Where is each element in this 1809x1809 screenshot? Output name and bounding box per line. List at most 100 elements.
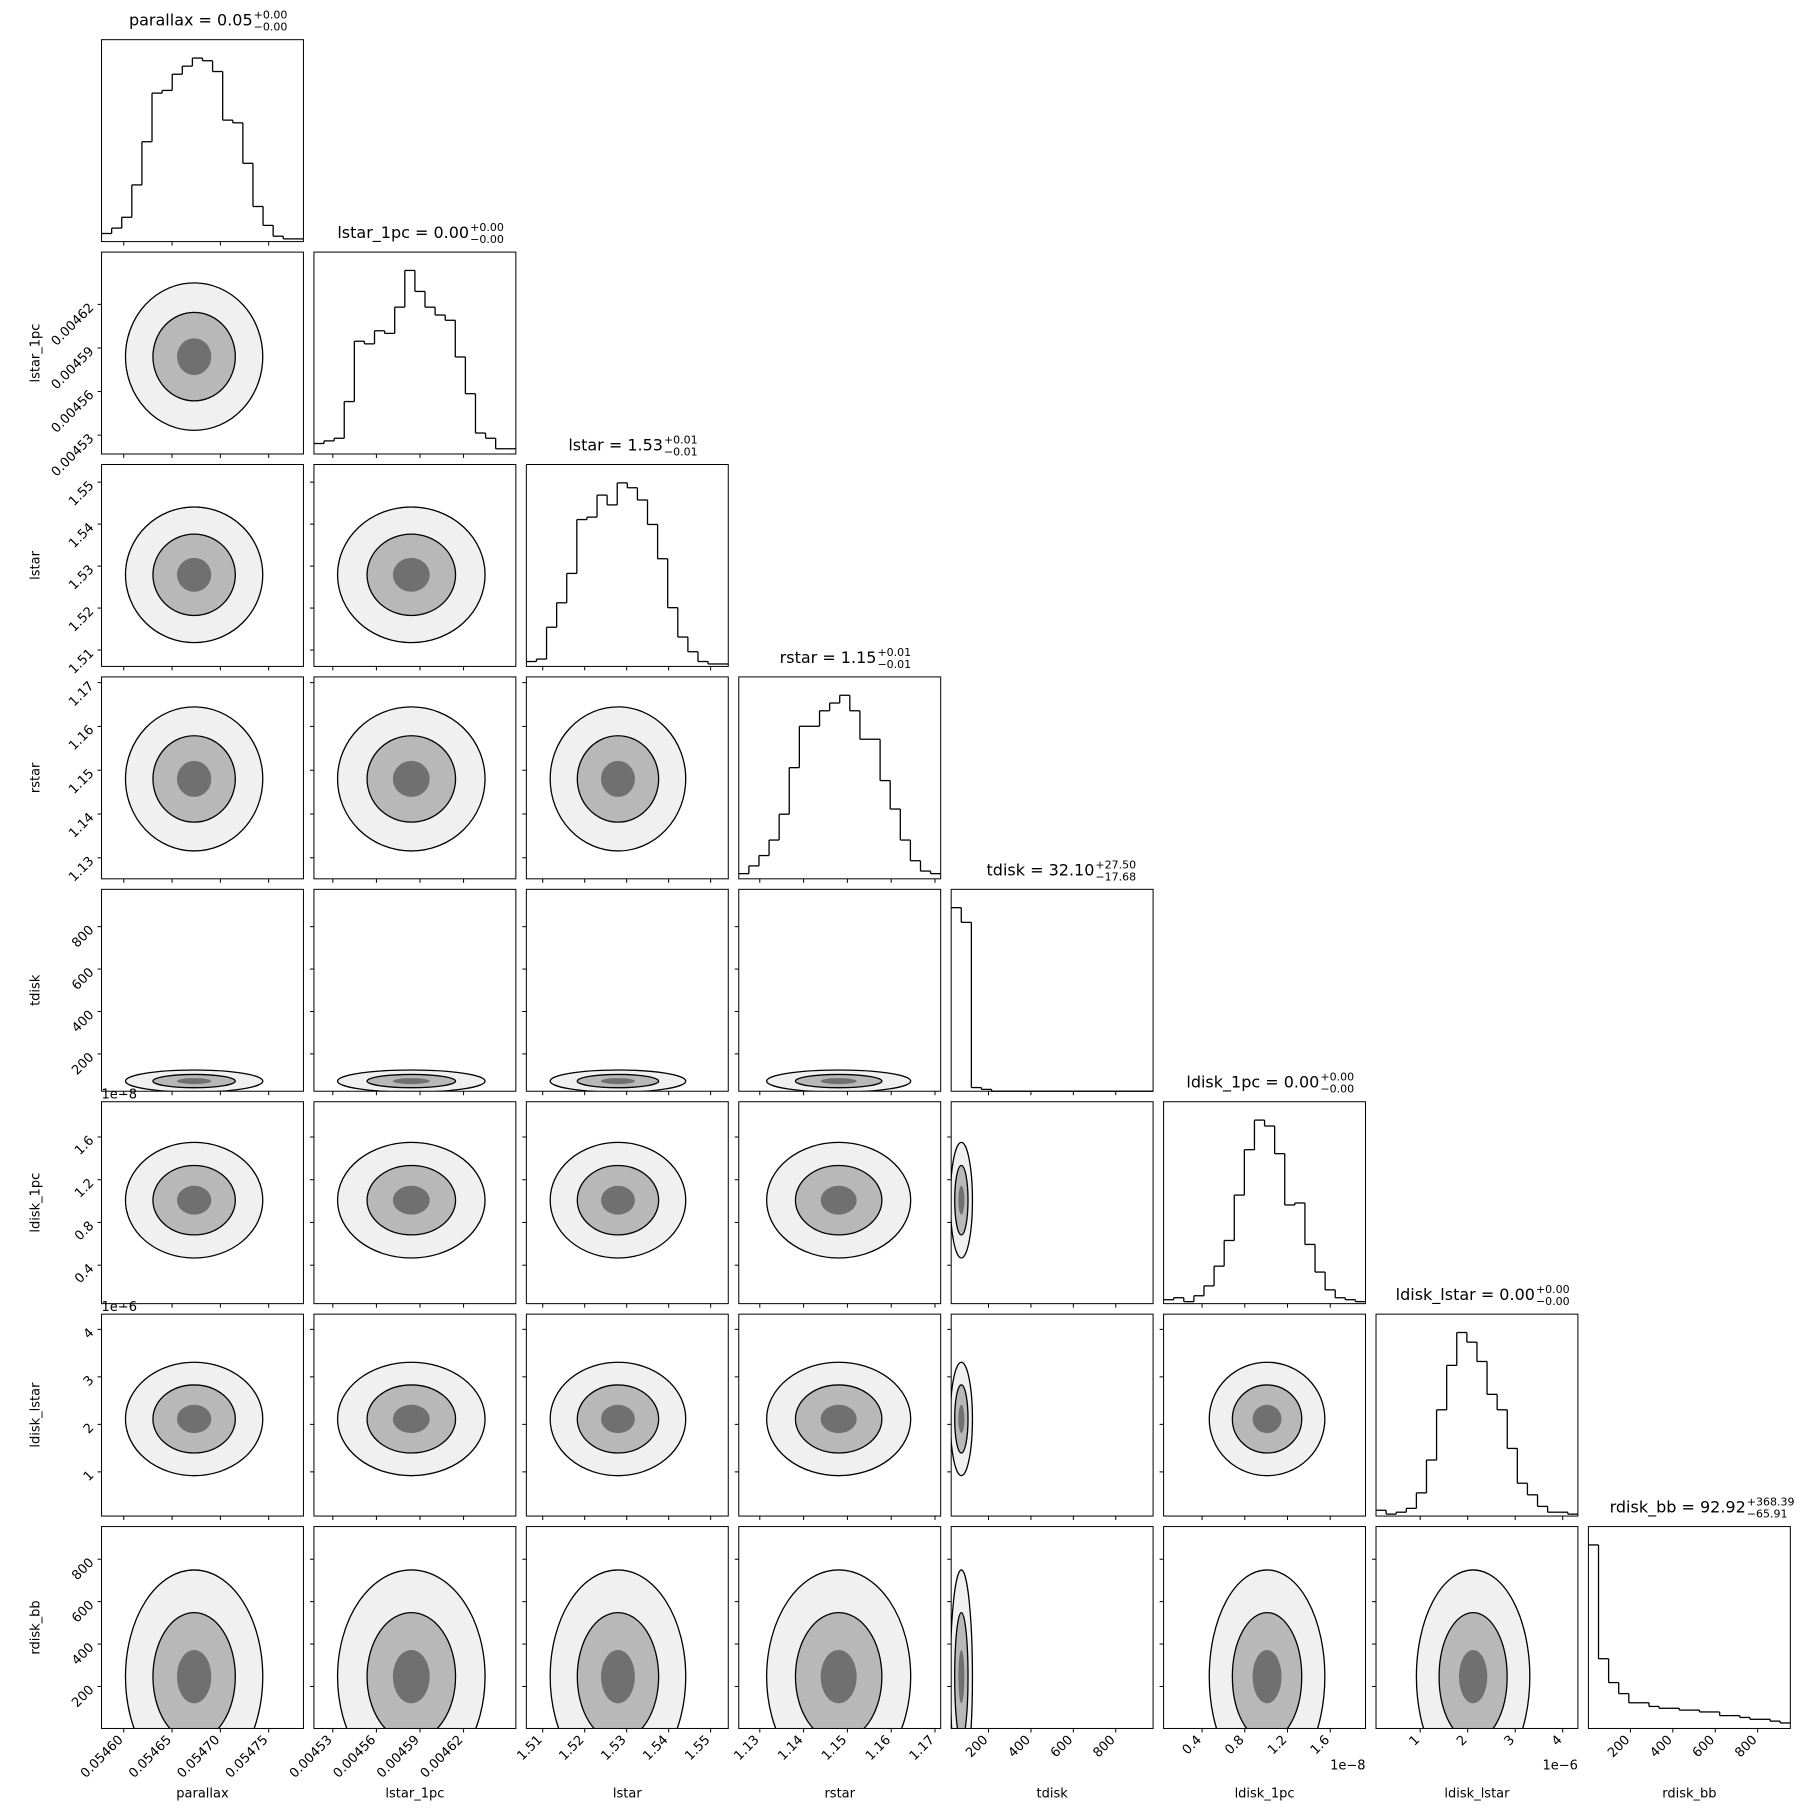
panel: [947, 1313, 1154, 1521]
panel-frame: [1375, 1313, 1579, 1517]
x-tick-label: 200: [1605, 1733, 1633, 1761]
x-tick-label: 0.05475: [223, 1733, 272, 1782]
panel: 1 2 3 4: [81, 1313, 304, 1521]
panel-frame: [738, 888, 942, 1092]
contours: [336, 706, 486, 852]
y-tick-label: 0.4: [72, 1261, 97, 1286]
contour: [176, 1649, 212, 1704]
contour: [820, 1649, 857, 1704]
panel-frame: [101, 888, 304, 1092]
y-tick-label: 1.15: [66, 766, 97, 797]
panel-frame: [525, 464, 729, 667]
x-axis-label: tdisk: [1037, 1786, 1069, 1801]
x-axis-label: rdisk_bb: [1662, 1786, 1716, 1801]
histogram-step: [535, 482, 709, 664]
panel-frame: [101, 1526, 304, 1729]
panel-frame: [738, 1313, 942, 1517]
contours: [336, 1361, 486, 1477]
panel-frame: [738, 676, 942, 880]
title-upper: +27.50: [1095, 858, 1136, 871]
y-offset: 1e−8: [102, 1088, 137, 1103]
y-axis-label: ldisk_1pc: [29, 1173, 44, 1233]
contours: [1208, 1361, 1326, 1477]
title-upper: +0.01: [877, 646, 911, 659]
y-tick-label: 1.17: [66, 679, 97, 710]
panel: [734, 888, 942, 1096]
panel: 1.13 1.14 1.15 1.16 1.17: [732, 1526, 942, 1764]
panel: 0.4 0.8 1.2 1.6: [72, 1101, 304, 1308]
contours: [336, 506, 486, 644]
title-upper: +0.00: [1536, 1283, 1570, 1296]
x-tick-label: 4: [1549, 1733, 1565, 1749]
x-tick-label: 600: [1690, 1733, 1718, 1761]
x-tick-label: 0.00462: [418, 1733, 467, 1782]
contour: [176, 760, 212, 797]
contour: [176, 557, 212, 592]
title-lower: −17.68: [1095, 870, 1136, 883]
x-tick-label: 1.54: [640, 1733, 671, 1764]
x-tick-label: 400: [1006, 1733, 1034, 1761]
y-tick-label: 1: [81, 1468, 97, 1484]
panel-frame: [1163, 1101, 1367, 1305]
panel: 200 400 600 800: [947, 1526, 1154, 1761]
contour: [958, 1185, 965, 1215]
title-lower: −0.01: [877, 658, 911, 671]
y-axis-label: lstar_1pc: [29, 324, 44, 383]
histogram-step: [960, 907, 993, 1092]
panel-frame: [950, 888, 1154, 1092]
contour: [958, 1649, 965, 1704]
contour: [601, 760, 635, 797]
y-tick-label: 800: [69, 1555, 97, 1583]
y-tick-label: 200: [69, 1683, 97, 1711]
panel-frame: [313, 464, 517, 667]
panel: [522, 888, 729, 1096]
contours: [124, 1569, 264, 1729]
y-tick-label: 1.53: [66, 562, 97, 593]
panel: [522, 1313, 729, 1521]
contour: [958, 1404, 965, 1434]
panel: [309, 888, 517, 1096]
title-upper: +0.00: [470, 221, 504, 234]
x-tick-label: 1.55: [682, 1733, 713, 1764]
panel-frame: [738, 1526, 942, 1729]
panel-frame: [313, 676, 517, 880]
y-tick-label: 1.16: [66, 723, 97, 754]
y-tick-label: 200: [69, 1050, 97, 1078]
contours: [124, 706, 264, 852]
contours: [1208, 1569, 1326, 1729]
histogram-step: [1597, 1544, 1781, 1723]
panel-frame: [950, 1313, 1154, 1517]
panel: ldisk_lstar = 0.00 +0.00−0.00: [1375, 1283, 1579, 1521]
panel-frame: [525, 676, 729, 880]
x-tick-label: 2: [1454, 1733, 1470, 1749]
panel: 1.51 1.52 1.53 1.54 1.55: [66, 464, 304, 677]
panel-frame: [525, 1101, 729, 1305]
x-tick-label: 1.2: [1265, 1733, 1290, 1758]
x-tick-label: 3: [1502, 1733, 1518, 1749]
panel-frame: [313, 1101, 517, 1305]
contour: [392, 1649, 430, 1704]
y-axis-label: rdisk_bb: [29, 1600, 44, 1654]
panel: lstar = 1.53 +0.01−0.01: [525, 434, 729, 671]
contours: [549, 706, 687, 852]
panel-frame: [101, 464, 304, 667]
x-tick-label: 1.13: [732, 1733, 763, 1764]
x-tick-label: 1.17: [907, 1733, 938, 1764]
panel: 0.4 0.8 1.2 1.6: [1159, 1526, 1367, 1758]
x-axis-label: lstar_1pc: [385, 1786, 444, 1801]
panel-title: lstar = 1.53: [568, 436, 663, 455]
panel: [1159, 1313, 1367, 1521]
contour: [601, 1078, 635, 1085]
y-tick-label: 1.51: [66, 646, 97, 677]
panel: [522, 1101, 729, 1308]
y-tick-label: 1.54: [66, 520, 97, 551]
panel: [309, 464, 517, 671]
y-tick-label: 1.55: [66, 478, 97, 509]
histogram-step: [110, 58, 284, 239]
contour: [392, 1185, 430, 1215]
panel-title: tdisk = 32.10: [987, 860, 1095, 879]
x-tick-label: 1.52: [556, 1733, 587, 1764]
panel-frame: [525, 1526, 729, 1729]
